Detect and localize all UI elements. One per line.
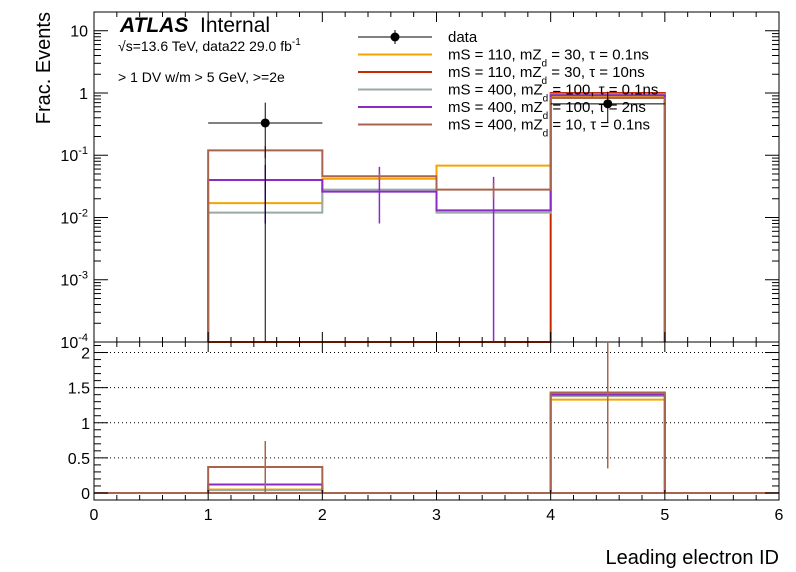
x-tick-label: 1 [204,507,213,524]
ratio-hist-s400_100_0p1 [207,395,666,494]
main-y-tick-label: 10-1 [60,145,88,165]
x-tick-label: 2 [318,507,327,524]
data-point-1 [603,99,613,109]
y-axis-title: Frac. Events [33,12,55,124]
legend-label-s110_30_10: mS = 110, mZd = 30, τ = 10ns [448,64,645,87]
ratio-y-tick-label: 0 [81,486,90,503]
ratio-y-tick-label: 1.5 [68,381,90,398]
atlas-label: ATLAS Internal [119,14,270,37]
sqrt-symbol: √ [118,38,126,54]
hist-s110_30_0p1 [207,95,666,342]
main-panel: 10 1 10-1 10-2 10-3 10-4 [60,11,780,352]
x-tick-label: 0 [90,507,99,524]
x-tick-label: 3 [432,507,441,524]
data-point-0 [260,118,270,128]
ratio-hist-s400_100_2 [207,393,666,494]
svg-text:√s=13.6 TeV, data22 29.0 fb-1: √s=13.6 TeV, data22 29.0 fb-1 [118,37,301,54]
ratio-y-tick-label: 0.5 [68,451,90,468]
legend-marker-data [390,32,400,42]
legend-label-s400_100_0p1: mS = 400, mZd = 100, τ = 0.1ns [448,82,658,105]
status-label: Internal [200,14,270,37]
ratio-panel: 0 1 2 3 4 5 6 0 0.5 1 1.5 2 [68,341,784,524]
main-y-tick-label: 1 [79,86,88,103]
experiment-name: ATLAS [119,14,188,37]
main-y-tick-label: 10-3 [60,270,88,290]
ratio-hist-s110_30_0p1 [207,398,666,494]
x-tick-label: 5 [660,507,669,524]
ratio-histograms [94,342,779,494]
legend-label-data: data [448,29,478,46]
x-tick-label: 6 [775,507,784,524]
main-histograms [207,91,666,343]
legend-label-s400_10_0p1: mS = 400, mZd = 10, τ = 0.1ns [448,117,650,140]
selection-label: > 1 DV w/m > 5 GeV, >=2e [118,69,285,85]
ratio-grid [94,352,779,494]
energy-label: √s=13.6 TeV, data22 29.0 fb-1 [118,37,301,54]
x-axis-title: Leading electron ID [606,547,779,569]
legend-label-s400_100_2: mS = 400, mZd = 100, τ = 2ns [448,99,646,122]
x-tick-label: 4 [546,507,555,524]
ratio-y-tick-label: 2 [81,346,90,363]
legend-label-s110_30_0p1: mS = 110, mZd = 30, τ = 0.1ns [448,47,649,70]
main-axes: 10 1 10-1 10-2 10-3 10-4 [60,11,780,352]
hist-s400_10_0p1 [207,97,666,342]
ratio-y-tick-label: 1 [81,416,90,433]
ratio-hist-s400_10_0p1 [207,391,666,494]
ratio-axes: 0 1 2 3 4 5 6 0 0.5 1 1.5 2 [68,342,784,524]
main-y-tick-label: 10 [70,24,88,41]
main-y-tick-label: 10-4 [60,332,88,352]
ratio-plot-frame [93,341,780,501]
energy-sup: -1 [292,37,301,48]
energy-text: s=13.6 TeV, data22 29.0 fb [126,38,292,54]
main-y-tick-label: 10-2 [60,207,88,227]
